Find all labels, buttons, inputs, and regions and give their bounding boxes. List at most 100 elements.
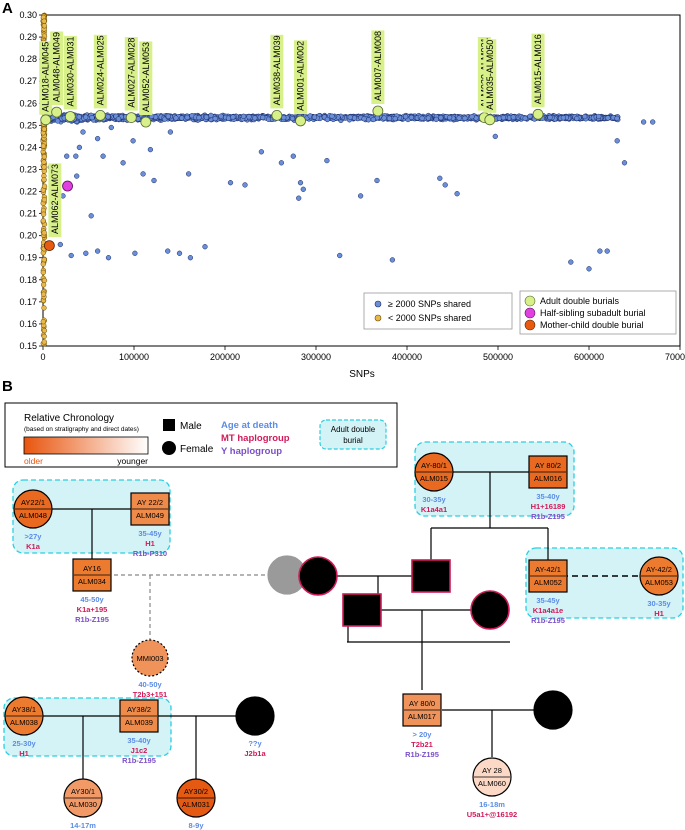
sample-id: ALM017 [408,712,436,721]
scatter-point-low [40,319,46,325]
male-node [342,593,382,627]
scatter-point-low [41,197,47,203]
scatter-point [57,241,63,248]
x-tick-label: 700000 [665,352,685,362]
pair-label: ALM035-ALM050 [483,39,497,113]
scatter-point [361,116,367,122]
legend-ge2000-label: ≥ 2000 SNPs shared [388,299,471,309]
scatter-point-low [41,333,47,340]
legend-snps: ≥ 2000 SNPs shared < 2000 SNPs shared [363,292,513,330]
scatter-point [582,113,588,120]
pair-label: ALM052-ALM053 [139,41,153,116]
pair-label: ALM038-ALM039 [270,34,284,109]
scatter-point [296,195,302,201]
pair-label-box [124,37,138,111]
scatter-point [311,114,318,120]
scatter-point-low [40,261,46,267]
scatter-point [605,115,611,121]
highlight-point [94,110,106,121]
scatter-point [242,182,248,188]
mt-haplogroup: K1a [26,542,41,551]
burial-legend-line: Adult double [331,425,376,434]
scatter-point [357,193,364,199]
pair-label: ALM027-ALM028 [124,37,138,111]
burial-legend-swatch [319,419,387,450]
scatter-point [100,153,106,159]
y-tick-label: 0.18 [19,275,37,285]
y-tick-label: 0.19 [19,253,37,263]
burial-code: AY 28 [482,766,502,775]
pair-label-box [294,40,308,114]
scatter-point [337,252,343,259]
x-tick-label: 500000 [483,352,513,362]
highlight-point [484,114,496,126]
scatter-point [614,138,620,144]
y-haplogroup: R1b-Z195 [75,615,109,624]
scatter-point [370,116,376,123]
legend-marker-adult [524,295,536,307]
scatter-point [76,144,83,151]
scatter-point [147,146,154,153]
scatter-point [522,115,528,121]
scatter-points-ge2000 [42,111,656,272]
y-tick-label: 0.27 [19,76,37,86]
scatter-point [218,113,224,119]
panel-a-label: A [2,0,13,17]
male-symbol [163,419,175,431]
scatter-point-low [41,18,47,24]
scatter-point [289,115,296,122]
sample-id: ALM053 [645,578,673,587]
y-tick-label: 0.29 [19,32,37,42]
legend-motherchild-label: Mother-child double burial [540,320,644,330]
burial-legend-line: burial [343,436,363,445]
pair-label-text: ALM035-ALM050 [485,40,495,110]
y-tick-label: 0.30 [19,10,37,20]
scatter-point-low [41,339,47,345]
highlight-point [40,114,52,126]
age-at-death: 45-50y [80,595,104,604]
pair-label-box [50,31,64,106]
x-tick-label: 200000 [210,352,240,362]
scatter-point [184,114,190,121]
scatter-point [89,114,95,121]
highlight-point [372,105,384,117]
scatter-point [437,175,443,181]
burial-code: AY38/1 [12,705,36,714]
scatter-point [225,115,232,121]
scatter-point [120,160,126,166]
mt-haplogroup: K1a4a1e [533,606,563,615]
burial-code: AY30/2 [184,787,208,796]
scatter-point [130,138,136,144]
pair-label: ALM001-ALM002 [294,40,308,114]
pair-label-text: ALM024-ALM025 [95,35,105,105]
x-tick-label: 100000 [119,352,149,362]
scatter-point-low [41,154,47,160]
scatter-point [179,115,185,121]
scatter-point [278,160,285,166]
scatter-point [297,180,304,186]
scatter-point [454,191,460,197]
scatter-point-low [41,230,47,236]
scatter-point [329,113,335,119]
scatter-point [547,114,553,121]
scatter-point [290,153,296,159]
scatter-point [83,250,89,256]
legend-marker-ge2000 [374,300,382,308]
panel-b-label: B [2,378,13,395]
sample-id: ALM060 [478,779,506,788]
age-at-death: 35-45y [138,529,162,538]
pair-label-box [63,35,77,110]
female-symbol [162,441,176,455]
chronology-gradient-bar [23,436,149,455]
x-tick-label: 400000 [392,352,422,362]
scatter-point-low [41,23,48,29]
legend-lt2000-label: < 2000 SNPs shared [388,313,471,323]
age-at-death: 25-30y [12,739,36,748]
y-tick-label: 0.20 [19,231,37,241]
